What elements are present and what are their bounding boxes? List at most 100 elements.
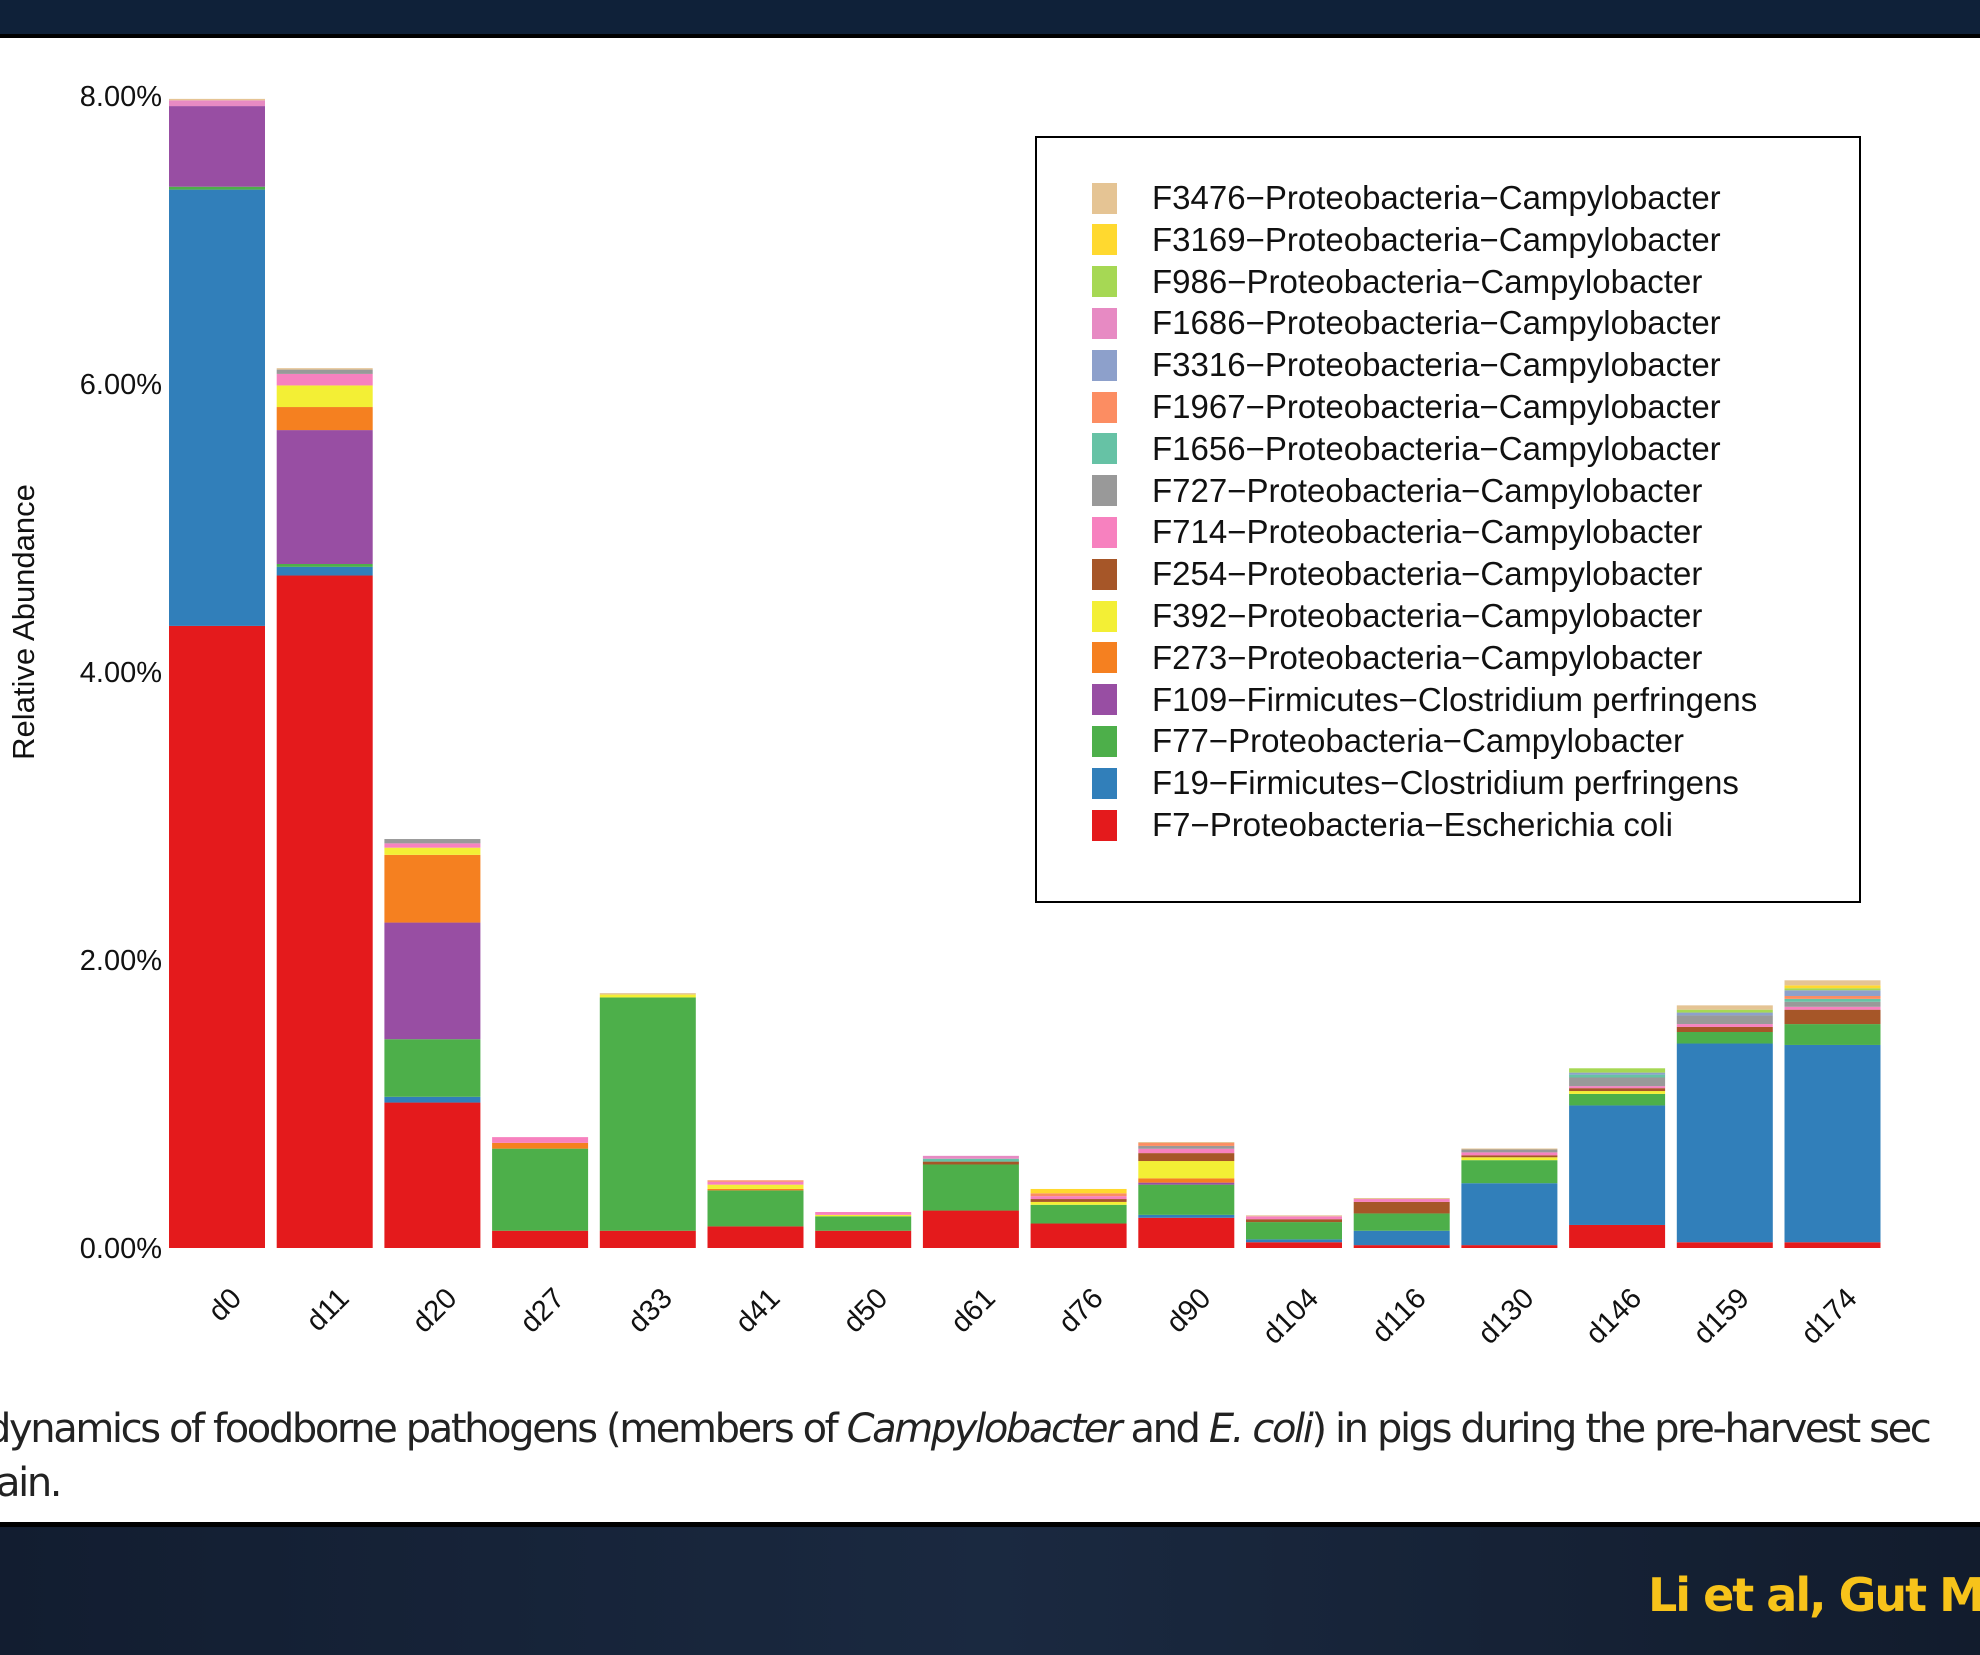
legend-swatch xyxy=(1092,433,1117,465)
legend-item: F3476−Proteobacteria−Campylobacter xyxy=(1092,179,1721,216)
bar-segment-d90-F1967 xyxy=(1138,1143,1235,1146)
legend-item: F1686−Proteobacteria−Campylobacter xyxy=(1092,304,1721,341)
legend-item: F3169−Proteobacteria−Campylobacter xyxy=(1092,220,1721,258)
legend-swatch xyxy=(1092,725,1117,757)
bar-segment-d159-F254 xyxy=(1676,1026,1773,1032)
bar-segment-d159-F3476 xyxy=(1676,1005,1773,1010)
bar-segment-d174-F3476 xyxy=(1784,980,1881,986)
x-tick-label: d27 xyxy=(514,1282,571,1339)
legend-label: F77−Proteobacteria−Campylobacter xyxy=(1152,722,1684,760)
bar-segment-d104-F254 xyxy=(1246,1219,1342,1223)
legend-label: F3316−Proteobacteria−Campylobacter xyxy=(1152,346,1721,384)
chart-legend: F3476−Proteobacteria−Campylobacter F3169−… xyxy=(1035,136,1861,903)
bar-segment-d61-F77 xyxy=(922,1164,1019,1211)
top-banner xyxy=(0,0,1980,38)
y-axis-ticks: 0.00% 2.00% 4.00% 6.00% 8.00% xyxy=(80,81,162,1265)
bar-segment-d116-F7 xyxy=(1353,1245,1450,1248)
bar-segment-d146-F727 xyxy=(1569,1077,1666,1087)
bar-segment-d116-F714 xyxy=(1353,1199,1450,1202)
bar-segment-d146-F986 xyxy=(1569,1068,1666,1073)
bar-segment-d50-F7 xyxy=(815,1230,912,1248)
x-tick-label: d104 xyxy=(1257,1282,1325,1350)
legend-label: F1967−Proteobacteria−Campylobacter xyxy=(1152,388,1721,425)
bar-segment-d104-F19 xyxy=(1246,1239,1342,1243)
bar-segment-d90-F254 xyxy=(1138,1153,1235,1162)
y-tick-label: 6.00% xyxy=(80,369,162,401)
bar-segment-d33-F3476 xyxy=(599,993,696,995)
bar-segment-d116-F3476 xyxy=(1353,1198,1450,1200)
bar-segment-d61-F254 xyxy=(922,1161,1019,1165)
bar-segment-d41-F77 xyxy=(707,1190,804,1227)
bar-segment-d104-F3476 xyxy=(1246,1215,1342,1217)
y-tick-label: 8.00% xyxy=(80,81,162,113)
x-tick-label: d33 xyxy=(622,1282,679,1339)
legend-label: F273−Proteobacteria−Campylobacter xyxy=(1152,638,1703,676)
x-tick-label: d41 xyxy=(730,1282,787,1339)
legend-label: F714−Proteobacteria−Campylobacter xyxy=(1152,513,1703,551)
y-tick-label: 2.00% xyxy=(80,945,162,977)
x-tick-label: d20 xyxy=(407,1282,464,1339)
legend-swatch xyxy=(1092,307,1117,339)
bar-segment-d61-F1686 xyxy=(922,1155,1019,1159)
x-tick-label: d76 xyxy=(1053,1282,1110,1339)
caption-italic-species: E. coli xyxy=(1208,1406,1314,1452)
bar-segment-d11-F109 xyxy=(276,430,373,564)
legend-swatch xyxy=(1092,558,1117,590)
bar-segment-d11-F3476 xyxy=(276,368,373,370)
legend-item: F727−Proteobacteria−Campylobacter xyxy=(1092,471,1703,509)
bar-segment-d90-F714 xyxy=(1138,1148,1235,1154)
bar-segment-d76-F7 xyxy=(1030,1223,1127,1248)
bar-segment-d159-F986 xyxy=(1676,1009,1773,1013)
legend-swatch xyxy=(1092,642,1117,674)
legend-item: F109−Firmicutes−Clostridium perfringens xyxy=(1092,681,1757,718)
x-axis-ticks: d0 d11 d20 d27 d33 d41 d50 d61 d76 d90 d104 d116 d13… xyxy=(203,1282,1864,1350)
bars-group xyxy=(169,98,1881,1248)
bar-segment-d90-F7 xyxy=(1138,1217,1235,1248)
bar-segment-d146-F19 xyxy=(1569,1105,1666,1225)
bar-segment-d159-F3316 xyxy=(1676,1012,1773,1016)
bar-segment-d0-F19 xyxy=(169,189,265,626)
bar-segment-d41-F714 xyxy=(707,1181,804,1185)
legend-label: F3169−Proteobacteria−Campylobacter xyxy=(1152,220,1721,258)
bar-segment-d20-F7 xyxy=(384,1102,481,1248)
legend-label: F727−Proteobacteria−Campylobacter xyxy=(1152,471,1703,509)
bar-segment-d130-F254 xyxy=(1461,1155,1558,1158)
x-tick-label: d130 xyxy=(1472,1282,1540,1350)
bar-segment-d90-F3476 xyxy=(1138,1142,1235,1144)
bar-segment-d130-F7 xyxy=(1461,1245,1558,1248)
bar-segment-d174-F714 xyxy=(1784,1006,1881,1010)
caption-italic-genus: Campylobacter xyxy=(846,1406,1123,1452)
bar-segment-d76-F3169 xyxy=(1030,1188,1127,1194)
legend-swatch xyxy=(1092,809,1117,841)
figure-caption-line-2: ain. xyxy=(0,1460,62,1506)
legend-item: F1967−Proteobacteria−Campylobacter xyxy=(1092,388,1721,425)
bar-segment-d50-F77 xyxy=(815,1216,912,1231)
bar-segment-d11-F273 xyxy=(276,407,373,431)
bar-segment-d50-F392 xyxy=(815,1214,912,1217)
bar-segment-d174-F3169 xyxy=(1784,985,1881,989)
bar-segment-d61-F7 xyxy=(922,1210,1019,1248)
bar-segment-d174-F77 xyxy=(1784,1024,1881,1045)
legend-swatch xyxy=(1092,600,1117,632)
bar-segment-d146-F392 xyxy=(1569,1091,1666,1094)
legend-item: F273−Proteobacteria−Campylobacter xyxy=(1092,638,1703,676)
bar-segment-d130-F392 xyxy=(1461,1157,1558,1161)
bar-segment-d0-F77 xyxy=(169,186,265,190)
bar-segment-d130-F727 xyxy=(1461,1149,1558,1153)
caption-text: ) in pigs during the pre-harvest sec xyxy=(1311,1406,1931,1452)
bar-segment-d174-F19 xyxy=(1784,1044,1881,1243)
bar-segment-d174-F727 xyxy=(1784,1001,1881,1007)
bar-segment-d146-F3316 xyxy=(1569,1072,1666,1075)
bar-segment-d130-F19 xyxy=(1461,1183,1558,1246)
bar-segment-d27-F273 xyxy=(492,1142,589,1149)
x-tick-label: d50 xyxy=(837,1282,894,1339)
x-tick-label: d90 xyxy=(1160,1282,1217,1339)
bar-segment-d11-F19 xyxy=(276,566,373,576)
bar-segment-d27-F714 xyxy=(492,1137,589,1143)
bar-segment-d76-F714 xyxy=(1030,1196,1127,1200)
bar-segment-d174-F3316 xyxy=(1784,990,1881,996)
x-tick-label: d159 xyxy=(1688,1282,1756,1350)
legend-label: F254−Proteobacteria−Campylobacter xyxy=(1152,555,1703,593)
legend-label: F3476−Proteobacteria−Campylobacter xyxy=(1152,179,1721,216)
bar-segment-d116-F19 xyxy=(1353,1230,1450,1246)
